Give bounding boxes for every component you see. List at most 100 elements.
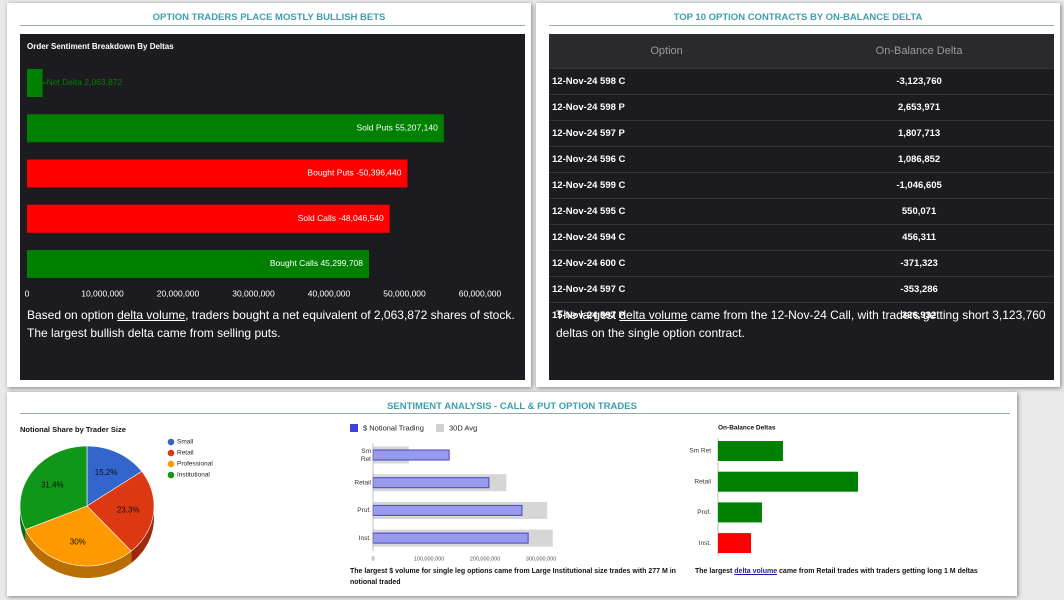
value-label: -48,046,540 (338, 213, 384, 223)
bar (27, 114, 444, 143)
table-cell: 1,807,713 (784, 120, 1054, 147)
bar (372, 532, 529, 544)
table-cell: -371,323 (784, 250, 1054, 277)
bar (27, 204, 390, 233)
legend-marker (167, 471, 175, 479)
bar (718, 441, 783, 461)
legend-marker (436, 424, 444, 432)
table-row: 12-Nov-24 597 C -353,286 (549, 276, 1054, 303)
pie-slice (86, 470, 155, 552)
bar-label: Net Delta 2,063,872 (47, 77, 123, 87)
link[interactable]: delta volume (117, 308, 186, 322)
bar (718, 471, 858, 492)
x-tick-label: 60,000,000 (459, 288, 502, 298)
table-cell: -3,123,760 (784, 68, 1054, 95)
value-label: -50,396,440 (356, 168, 402, 178)
table-cell: 12-Nov-24 596 C (549, 146, 785, 173)
table-row: 12-Nov-24 599 C -1,046,605 (549, 172, 1054, 199)
y-tick-label: Sm Ret (361, 448, 371, 463)
table-cell: 12-Nov-24 594 C (549, 224, 785, 251)
x-tick-label: 50,000,000 (383, 288, 426, 298)
bar (27, 250, 370, 278)
x-tick-label: 40,000,000 (308, 288, 351, 298)
note: The largest $ volume for single leg opti… (350, 566, 690, 588)
rule (20, 25, 525, 26)
category: Net Delta (47, 77, 83, 87)
note-text: The largest $ volume for single leg opti… (350, 568, 676, 586)
table-row: 12-Nov-24 598 P 2,653,971 (549, 94, 1054, 121)
category: Bought Calls (270, 258, 318, 268)
x-tick-label: 0 (371, 556, 374, 562)
link[interactable]: delta volume (734, 568, 778, 575)
link[interactable]: delta volume (619, 308, 688, 322)
column-header: On-Balance Delta (784, 34, 1054, 69)
panel-title: SENTIMENT ANALYSIS - CALL & PUT OPTION T… (387, 401, 637, 412)
pie-side (131, 506, 154, 564)
table-cell: 12-Nov-24 598 C (549, 68, 785, 95)
slice-label: 31.4% (41, 481, 64, 490)
table-cell: 15-Nov-24 597 P (549, 302, 785, 328)
y-tick-label: Retail (354, 479, 371, 486)
pie-slice (86, 445, 143, 507)
note: Based on option delta volume, traders bo… (27, 306, 519, 342)
legend-label: $ Notional Trading (363, 423, 424, 432)
pie-side (20, 506, 26, 542)
pie-side (25, 529, 132, 578)
slice-label: 23.3% (117, 505, 140, 514)
table-row: 12-Nov-24 595 C 550,071 (549, 198, 1054, 225)
bar-label: Bought Calls 45,299,708 (270, 258, 363, 268)
pie-slice (19, 445, 88, 530)
x-tick-label: 200,000,000 (470, 556, 501, 562)
bar (718, 502, 762, 523)
table-cell: 12-Nov-24 598 P (549, 94, 785, 121)
table-row: 12-Nov-24 598 C -3,123,760 (549, 68, 1054, 95)
chart-title: Notional Share by Trader Size (20, 425, 126, 434)
label-line: Sm (361, 448, 371, 455)
y-tick-label: Retail (694, 478, 711, 485)
value-label: 45,299,708 (320, 258, 363, 268)
category: Sold Puts (357, 123, 393, 133)
table: Option On-Balance Delta 12-Nov-24 598 C -3… (549, 34, 1054, 328)
bar-label: Sold Puts 55,207,140 (357, 123, 439, 133)
category: Sold Calls (298, 213, 336, 223)
bar (372, 504, 523, 516)
slice-label: 30% (70, 537, 86, 546)
table-cell: 12-Nov-24 595 C (549, 198, 785, 225)
y-tick-label: Inst. (699, 540, 711, 547)
panel-title: TOP 10 OPTION CONTRACTS BY ON-BALANCE DE… (673, 12, 923, 23)
note-text: , traders bought a net equivalent of 2,0… (27, 308, 515, 340)
bar (372, 449, 450, 461)
table-cell: 550,071 (784, 198, 1054, 225)
legend-marker (167, 460, 175, 468)
slice-label: 15.2% (95, 468, 118, 477)
panel-title: OPTION TRADERS PLACE MOSTLY BULLISH BETS (152, 12, 386, 23)
category: Bought Puts (307, 168, 353, 178)
x-tick-label: 30,000,000 (232, 288, 275, 298)
x-tick-label: 20,000,000 (157, 288, 200, 298)
y-tick-label: Prof. (697, 509, 711, 516)
table-cell: 12-Nov-24 597 P (549, 120, 785, 147)
table-cell: 326,932 (784, 302, 1054, 328)
legend-marker (167, 438, 175, 446)
legend-label: Professional (177, 461, 213, 468)
note-text: The largest (556, 308, 620, 322)
y-tick-label: Inst. (359, 535, 371, 542)
table-row: 12-Nov-24 594 C 456,311 (549, 224, 1054, 251)
table-row: 12-Nov-24 600 C -371,323 (549, 250, 1054, 277)
bar (718, 533, 752, 554)
table-cell: -353,286 (784, 276, 1054, 303)
table-row: 12-Nov-24 597 P 1,807,713 (549, 120, 1054, 147)
table-cell: -1,046,605 (784, 172, 1054, 199)
column-header: Option (549, 34, 785, 69)
legend-label: Small (177, 439, 194, 446)
y-tick-label: Prof. (357, 507, 371, 514)
rule (20, 413, 1010, 414)
table-cell: 456,311 (784, 224, 1054, 251)
legend-label: Retail (177, 450, 194, 457)
table-cell: 1,086,852 (784, 146, 1054, 173)
table-cell: 12-Nov-24 600 C (549, 250, 785, 277)
label-line: Ret (361, 456, 371, 463)
note-text: came from Retail trades with traders get… (777, 568, 978, 575)
